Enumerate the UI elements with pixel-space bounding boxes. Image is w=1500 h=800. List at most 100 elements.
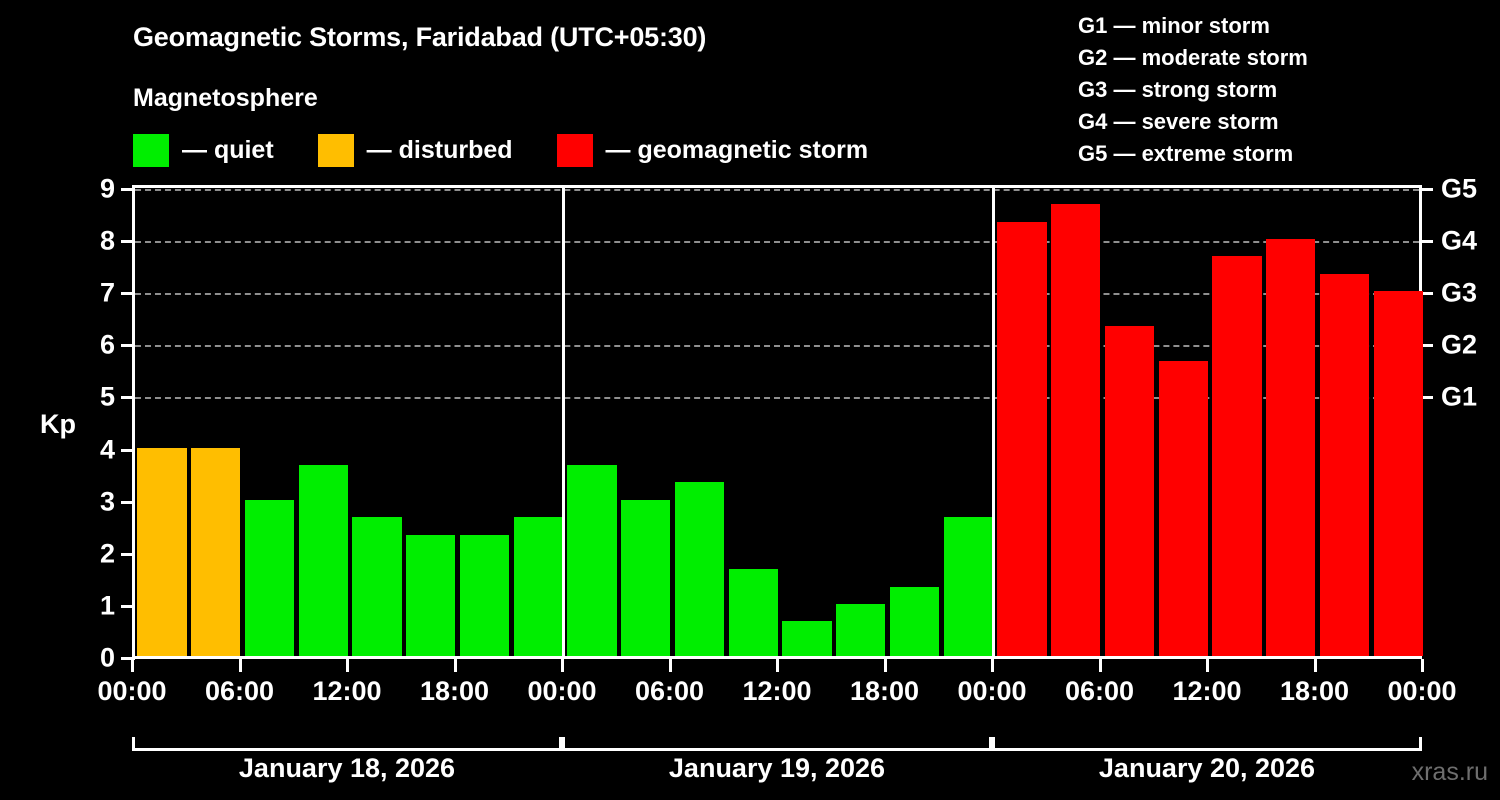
bar-storm-21[interactable] — [1266, 239, 1316, 656]
y-tick-4 — [121, 448, 135, 452]
storm-legend: — geomagnetic storm — [556, 133, 869, 167]
bar-disturbed-1[interactable] — [191, 447, 241, 656]
g-scale-row-3: G3 — strong storm — [1078, 77, 1278, 102]
bar-disturbed-0[interactable] — [137, 447, 187, 656]
x-tick-label-9: 06:00 — [1064, 676, 1135, 706]
gridline-5 — [135, 397, 1419, 400]
y-tick-label-0: 0 — [99, 642, 115, 673]
disturbed-legend-text: — disturbed — [366, 135, 513, 164]
bar-storm-22[interactable] — [1319, 274, 1369, 656]
x-tick-label-12: 00:00 — [1387, 676, 1457, 706]
x-tick-4 — [561, 659, 564, 672]
quiet-legend-text: — quiet — [182, 135, 274, 164]
bar-storm-19[interactable] — [1158, 360, 1208, 656]
g-scale-row-4: G4 — severe storm — [1078, 109, 1279, 134]
x-tick-label-2: 12:00 — [312, 676, 382, 706]
bar-quiet-8[interactable] — [567, 464, 617, 656]
bar-quiet-5[interactable] — [406, 534, 456, 656]
bar-quiet-9[interactable] — [621, 499, 671, 656]
x-tick-8 — [991, 659, 994, 672]
plot-area: 0 1 2 3 4 5 6 7 8 9 G1 G2 G3 G4 G5 — [100, 174, 1477, 673]
x-tick-label-11: 18:00 — [1279, 676, 1350, 706]
x-tick-5 — [668, 659, 672, 672]
x-tick-label-5: 06:00 — [634, 676, 705, 706]
watermark: xras.ru — [1411, 758, 1488, 786]
magnetosphere-label: Magnetosphere — [133, 84, 318, 112]
legend: — quiet — disturbed — geomagnetic storm — [133, 133, 912, 167]
x-tick-12 — [1421, 659, 1424, 672]
x-tick-6 — [776, 659, 779, 672]
y-tick-8 — [121, 240, 135, 244]
day-label-2: January 19, 2026 — [668, 753, 886, 783]
x-tick-2 — [346, 659, 349, 672]
right-tick-label-G2: G2 — [1441, 329, 1478, 360]
right-tick-label-G1: G1 — [1441, 381, 1478, 412]
right-tick-G3 — [1419, 292, 1433, 296]
y-tick-2 — [121, 552, 135, 556]
y-tick-9 — [121, 188, 135, 191]
bar-storm-18[interactable] — [1104, 326, 1154, 656]
y-tick-0 — [121, 657, 135, 660]
y-tick-1 — [121, 604, 135, 608]
bar-quiet-14[interactable] — [889, 586, 939, 656]
x-tick-7 — [883, 659, 887, 672]
right-tick-G5 — [1419, 188, 1433, 191]
bar-quiet-2[interactable] — [244, 499, 294, 656]
bar-quiet-10[interactable] — [674, 482, 724, 656]
g-scale-legend: G1 — minor storm G2 — moderate storm G3 — … — [1078, 10, 1308, 170]
bar-storm-23[interactable] — [1373, 291, 1423, 656]
x-tick-label-3: 18:00 — [419, 676, 490, 706]
bar-storm-20[interactable] — [1212, 256, 1262, 656]
y-tick-label-9: 9 — [99, 173, 115, 204]
g-scale-row-1: G1 — minor storm — [1078, 13, 1270, 38]
bar-storm-17[interactable] — [1051, 204, 1101, 656]
bar-quiet-7[interactable] — [513, 516, 563, 656]
gridline-9 — [135, 189, 1419, 191]
y-axis-title: Kp — [40, 409, 76, 439]
bar-quiet-11[interactable] — [728, 568, 778, 656]
day-label-3: January 20, 2026 — [1098, 753, 1316, 783]
right-tick-G4 — [1419, 240, 1433, 244]
bar-storm-16[interactable] — [997, 221, 1047, 656]
day-band-1 — [132, 737, 562, 751]
y-tick-label-1: 1 — [99, 590, 115, 621]
day-label-1: January 18, 2026 — [238, 753, 456, 783]
day-separator-2 — [992, 185, 995, 656]
quiet-legend: — quiet — [133, 133, 274, 167]
x-tick-label-10: 12:00 — [1172, 676, 1242, 706]
bar-quiet-6[interactable] — [459, 534, 509, 656]
x-tick-label-6: 12:00 — [742, 676, 812, 706]
storm-legend-text: — geomagnetic storm — [605, 135, 869, 164]
day-band-3 — [992, 737, 1422, 751]
y-axis-ticks: 0 1 2 3 4 5 6 7 8 9 — [100, 174, 1419, 673]
right-axis-ticks: G1 G2 G3 G4 G5 — [135, 174, 1477, 656]
y-tick-label-7: 7 — [99, 277, 115, 308]
quiet-legend-swatch-icon — [133, 133, 169, 167]
x-tick-10 — [1206, 659, 1209, 672]
g-scale-row-5: G5 — extreme storm — [1078, 141, 1294, 166]
bar-quiet-15[interactable] — [943, 516, 993, 656]
bar-quiet-3[interactable] — [298, 464, 348, 656]
right-tick-label-G3: G3 — [1441, 277, 1478, 308]
y-tick-6 — [121, 344, 135, 348]
right-tick-label-G5: G5 — [1441, 173, 1478, 204]
bar-quiet-13[interactable] — [836, 603, 886, 656]
x-tick-1 — [238, 659, 242, 672]
x-tick-0 — [131, 659, 134, 672]
gridlines — [135, 188, 1419, 656]
y-tick-label-5: 5 — [99, 381, 115, 412]
x-axis-line — [132, 656, 1422, 659]
x-tick-label-0: 00:00 — [97, 676, 167, 706]
x-tick-label-1: 06:00 — [204, 676, 275, 706]
day-separator-1 — [562, 185, 565, 656]
bar-quiet-12[interactable] — [782, 621, 832, 656]
y-tick-label-8: 8 — [99, 225, 115, 256]
y-tick-label-6: 6 — [99, 329, 115, 360]
y-tick-label-4: 4 — [99, 434, 115, 465]
x-tick-label-7: 18:00 — [849, 676, 920, 706]
y-tick-3 — [121, 500, 135, 504]
bar-quiet-4[interactable] — [352, 516, 402, 656]
right-tick-label-G4: G4 — [1441, 225, 1478, 256]
page-title: Geomagnetic Storms, Faridabad (UTC+05:30… — [133, 22, 707, 52]
